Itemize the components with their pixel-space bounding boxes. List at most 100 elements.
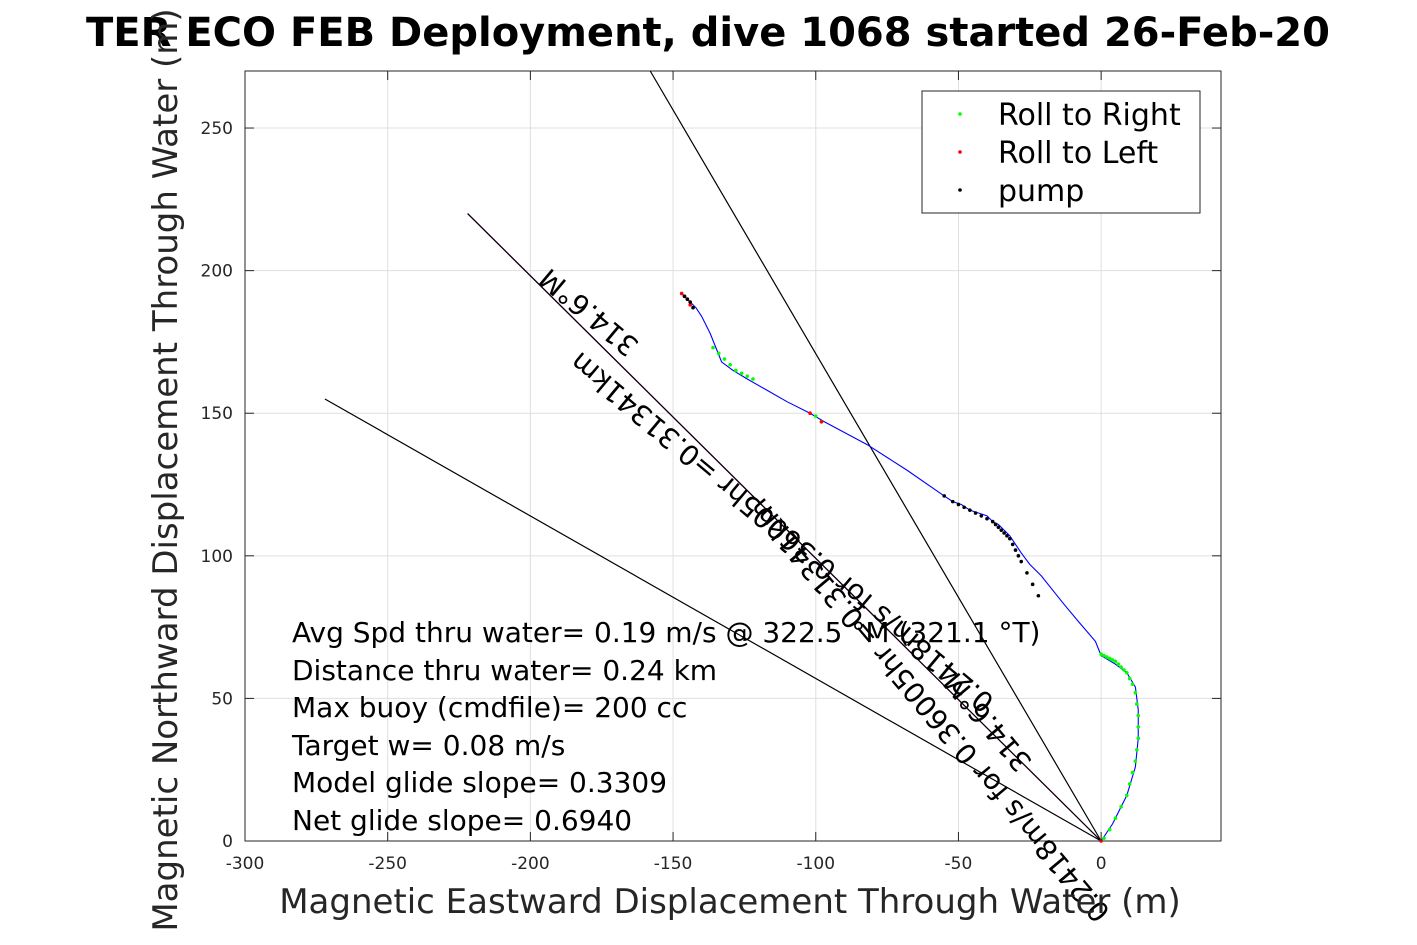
x-tick-label: -100: [796, 854, 835, 874]
pump-point: [1013, 548, 1018, 552]
x-axis-label: Magnetic Eastward Displacement Through W…: [279, 882, 1181, 922]
reference-lines: [324, 70, 1102, 842]
plot-area: [244, 70, 1222, 842]
roll-right-point: [1133, 759, 1138, 763]
stats-annotations: Avg Spd thru water= 0.19 m/s @ 322.5 °M …: [291, 616, 1040, 837]
markers: [679, 291, 1141, 843]
pump-point: [1002, 531, 1006, 535]
pump-point: [979, 514, 984, 518]
reference-line: [324, 398, 1102, 842]
track-line: [681, 293, 1139, 842]
roll-right-point: [1136, 713, 1141, 718]
roll-right-point: [1125, 670, 1129, 675]
roll-right-point: [1110, 658, 1115, 662]
pump-point: [950, 499, 955, 504]
pump-point: [685, 297, 690, 301]
roll-right-point: [751, 377, 755, 381]
roll-right-point: [745, 374, 750, 378]
pump-point: [990, 519, 995, 524]
pump-point: [1019, 559, 1024, 564]
pump-point: [956, 502, 961, 507]
x-tick-label: -200: [511, 854, 550, 874]
roll-right-point: [728, 362, 732, 367]
roll-right-point: [1105, 655, 1109, 659]
roll-right-point: [722, 357, 727, 361]
heading-label-upper: 314.6°M: [533, 262, 645, 363]
y-tick-label: 100: [201, 547, 233, 567]
roll-right-point: [1136, 736, 1141, 741]
pump-point: [1036, 593, 1041, 598]
pump-point: [1008, 536, 1012, 541]
legend-marker-roll-left: [958, 150, 962, 154]
roll-right-point: [1133, 690, 1138, 695]
legend: Roll to Right Roll to Left pump: [921, 90, 1201, 214]
roll-right-point: [1136, 725, 1141, 729]
roll-right-point: [1135, 702, 1139, 706]
roll-right-point: [1116, 662, 1121, 666]
reference-line: [649, 70, 1102, 842]
roll-right-point: [1102, 653, 1106, 658]
pump-point: [691, 305, 695, 310]
roll-right-point: [813, 414, 818, 418]
x-tick-label: -250: [368, 854, 407, 874]
y-tick-label: 0: [222, 832, 233, 852]
roll-right-point: [1130, 770, 1135, 775]
roll-right-point: [1119, 665, 1123, 669]
legend-marker-pump: [958, 188, 962, 192]
legend-marker-roll-right: [958, 112, 962, 116]
pump-point: [1025, 571, 1029, 575]
annotation-target-w: Target w= 0.08 m/s: [291, 729, 565, 762]
pump-point: [968, 508, 972, 512]
pump-point: [999, 528, 1004, 532]
legend-label-pump: pump: [998, 174, 1084, 209]
pump-point: [993, 522, 998, 527]
roll-left-point: [688, 303, 692, 307]
y-tick-label: 150: [201, 404, 233, 424]
roll-right-point: [1122, 668, 1126, 672]
x-tick-label: 0: [1096, 854, 1107, 874]
x-tick-label: -300: [226, 854, 265, 874]
roll-right-point: [1127, 676, 1132, 681]
roll-right-point: [734, 368, 738, 373]
roll-right-point: [1113, 816, 1118, 820]
annotation-net-glide: Net glide slope= 0.6940: [292, 804, 632, 837]
track: [681, 293, 1139, 842]
roll-right-point: [1107, 827, 1112, 832]
annotation-distance: Distance thru water= 0.24 km: [292, 654, 717, 687]
roll-right-point: [1119, 804, 1123, 809]
roll-right-point: [1135, 747, 1139, 752]
pump-point: [996, 525, 1001, 530]
y-axis-label: Magnetic Northward Displacement Through …: [146, 8, 186, 931]
axis-ticks: -300 -250 -200 -150 -100 -50 0 0 50 100 150 200 250: [201, 71, 1221, 874]
y-tick-label: 50: [211, 689, 233, 709]
reference-line: [467, 213, 1102, 842]
legend-label-roll-left: Roll to Left: [998, 136, 1158, 171]
roll-left-point: [819, 419, 824, 424]
legend-label-roll-right: Roll to Right: [998, 98, 1181, 133]
roll-right-point: [716, 351, 721, 356]
pump-point: [1005, 534, 1009, 538]
annotation-model-glide: Model glide slope= 0.3309: [292, 766, 667, 799]
roll-left-point: [808, 411, 812, 416]
pump-point: [682, 294, 687, 299]
pump-point: [1010, 542, 1015, 547]
roll-right-point: [1099, 652, 1103, 657]
y-tick-label: 250: [201, 119, 233, 139]
pump-point: [1016, 554, 1021, 558]
chart-title: TER ECO FEB Deployment, dive 1068 starte…: [86, 10, 1330, 56]
x-tick-label: -150: [654, 854, 693, 874]
annotation-avg-speed: Avg Spd thru water= 0.19 m/s @ 322.5 °M …: [292, 616, 1040, 649]
roll-right-point: [1127, 782, 1132, 786]
annotation-max-buoy: Max buoy (cmdfile)= 200 cc: [292, 691, 687, 724]
roll-right-point: [1113, 659, 1118, 664]
legend-box: [921, 90, 1201, 214]
y-tick-label: 200: [201, 262, 233, 282]
pump-point: [1030, 582, 1035, 587]
roll-left-point: [679, 291, 684, 296]
pump-point: [973, 511, 978, 515]
pump-point: [985, 516, 989, 521]
pump-point: [688, 300, 692, 304]
roll-right-point: [1125, 793, 1129, 798]
x-tick-label: -50: [945, 854, 973, 874]
